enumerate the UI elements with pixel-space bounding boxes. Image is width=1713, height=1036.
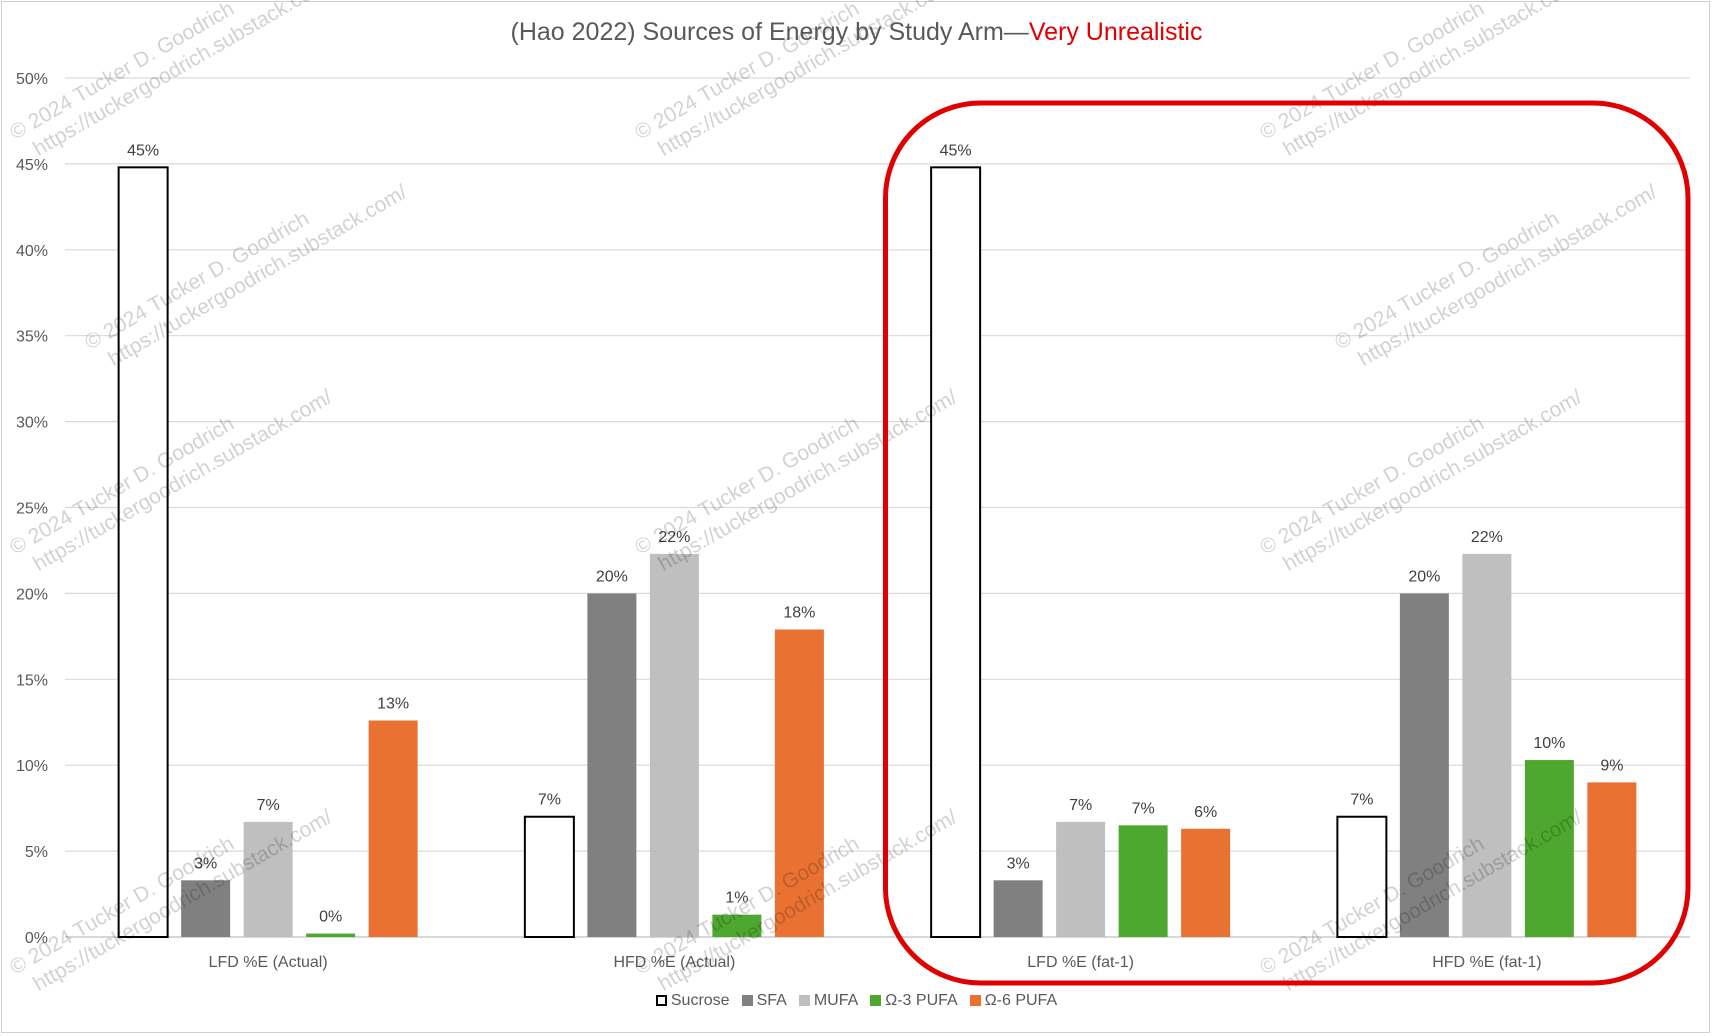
bar: [712, 914, 762, 937]
watermark-line: https://tuckergoodrich.substack.com/: [1279, 385, 1586, 575]
bars: [117, 166, 1637, 938]
bar: [306, 933, 356, 937]
y-tick-label: 45%: [16, 157, 48, 174]
legend-item: MUFA: [798, 992, 859, 1010]
watermark: © 2024 Tucker D. Goodrichhttps://tuckerg…: [1331, 180, 1661, 370]
watermark-line: © 2024 Tucker D. Goodrich: [1256, 412, 1488, 559]
chart-title-highlight: Very Unrealistic: [1028, 18, 1203, 46]
watermark: © 2024 Tucker D. Goodrichhttps://tuckerg…: [6, 385, 336, 575]
legend-label: Sucrose: [670, 992, 730, 1009]
data-label: 20%: [596, 568, 628, 585]
data-label: 1%: [725, 890, 748, 907]
legend-label: Ω-3 PUFA: [885, 992, 958, 1009]
y-tick-label: 30%: [16, 415, 48, 432]
highlight-box: [883, 100, 1691, 986]
bar: [1181, 828, 1231, 937]
watermark-line: https://tuckergoodrich.substack.com/: [654, 385, 961, 575]
data-label: 45%: [127, 142, 159, 159]
data-label: 13%: [377, 696, 409, 713]
data-label: 22%: [658, 529, 690, 546]
bar: [774, 629, 824, 937]
bar: [1118, 825, 1168, 937]
legend-swatch: [741, 995, 753, 1006]
x-tick-label: HFD %E (fat-1): [1432, 954, 1541, 971]
y-axis-ticks: 0% 5% 10% 15% 20% 25% 30% 35% 40% 45% 50%: [16, 71, 48, 947]
data-label: 10%: [1533, 735, 1565, 752]
watermark-line: https://tuckergoodrich.substack.com/: [29, 385, 336, 575]
chart-title-main: (Hao 2022) Sources of Energy by Study Ar…: [510, 18, 1029, 46]
watermark: © 2024 Tucker D. Goodrichhttps://tuckerg…: [1256, 385, 1586, 575]
data-label: 7%: [257, 797, 280, 814]
bar: [523, 815, 575, 938]
watermark-line: © 2024 Tucker D. Goodrich: [81, 207, 313, 354]
watermark-line: © 2024 Tucker D. Goodrich: [1331, 207, 1563, 354]
data-label: 7%: [1069, 797, 1092, 814]
data-label: 22%: [1471, 529, 1503, 546]
watermark-line: https://tuckergoodrich.substack.com/: [1354, 180, 1661, 370]
y-tick-label: 25%: [16, 501, 48, 518]
y-tick-label: 10%: [16, 758, 48, 775]
data-label: 9%: [1600, 757, 1623, 774]
y-tick-label: 5%: [25, 844, 48, 861]
data-label: 18%: [783, 604, 815, 621]
watermark: © 2024 Tucker D. Goodrichhttps://tuckerg…: [631, 385, 961, 575]
data-label: 45%: [940, 142, 972, 159]
y-tick-label: 0%: [25, 930, 48, 947]
bar: [243, 821, 293, 937]
x-tick-label: HFD %E (Actual): [613, 954, 735, 971]
x-tick-label: LFD %E (Actual): [209, 954, 328, 971]
data-label: 6%: [1194, 804, 1217, 821]
bar: [1524, 760, 1574, 937]
data-labels: 45% 3% 7% 0% 13% 7% 20% 22% 1% 18% 45% 3% 7% 7% 6% 7% 20…: [127, 142, 1623, 925]
bar: [1056, 821, 1106, 937]
data-label: 7%: [1350, 792, 1373, 809]
legend-swatch: [870, 995, 882, 1006]
bar: [587, 593, 637, 937]
y-tick-label: 50%: [16, 71, 48, 88]
y-tick-label: 35%: [16, 329, 48, 346]
x-tick-label: LFD %E (fat-1): [1027, 954, 1134, 971]
data-label: 3%: [1007, 855, 1030, 872]
y-tick-label: 40%: [16, 243, 48, 260]
legend-item: Ω-6 PUFA: [969, 992, 1058, 1010]
bar: [930, 166, 982, 938]
legend-swatch: [798, 995, 810, 1006]
legend-swatch: [655, 995, 667, 1006]
bar: [649, 553, 699, 937]
legend-item: SFA: [741, 992, 787, 1010]
legend: Sucrose SFA MUFA Ω-3 PUFA Ω-6 PUFA: [0, 992, 1713, 1010]
chart-title: (Hao 2022) Sources of Energy by Study Ar…: [0, 18, 1713, 47]
watermark-line: © 2024 Tucker D. Goodrich: [631, 412, 863, 559]
x-axis-ticks: LFD %E (Actual) HFD %E (Actual) LFD %E (fa…: [209, 954, 1542, 971]
y-tick-label: 20%: [16, 586, 48, 603]
legend-label: SFA: [756, 992, 787, 1009]
bar: [1336, 815, 1388, 938]
bar: [1399, 593, 1449, 937]
legend-label: Ω-6 PUFA: [984, 992, 1058, 1009]
bar: [1462, 553, 1512, 937]
data-label: 3%: [194, 855, 217, 872]
bar: [368, 720, 418, 937]
bar: [1587, 782, 1637, 937]
legend-swatch: [969, 995, 981, 1006]
data-label: 7%: [1132, 800, 1155, 817]
y-tick-label: 15%: [16, 672, 48, 689]
legend-item: Sucrose: [655, 992, 730, 1010]
legend-item: Ω-3 PUFA: [870, 992, 958, 1010]
data-label: 20%: [1408, 568, 1440, 585]
data-label: 0%: [319, 909, 342, 926]
legend-label: MUFA: [813, 992, 859, 1009]
bar: [181, 880, 231, 937]
data-label: 7%: [538, 792, 561, 809]
bar: [117, 166, 169, 938]
bar: [993, 880, 1043, 937]
